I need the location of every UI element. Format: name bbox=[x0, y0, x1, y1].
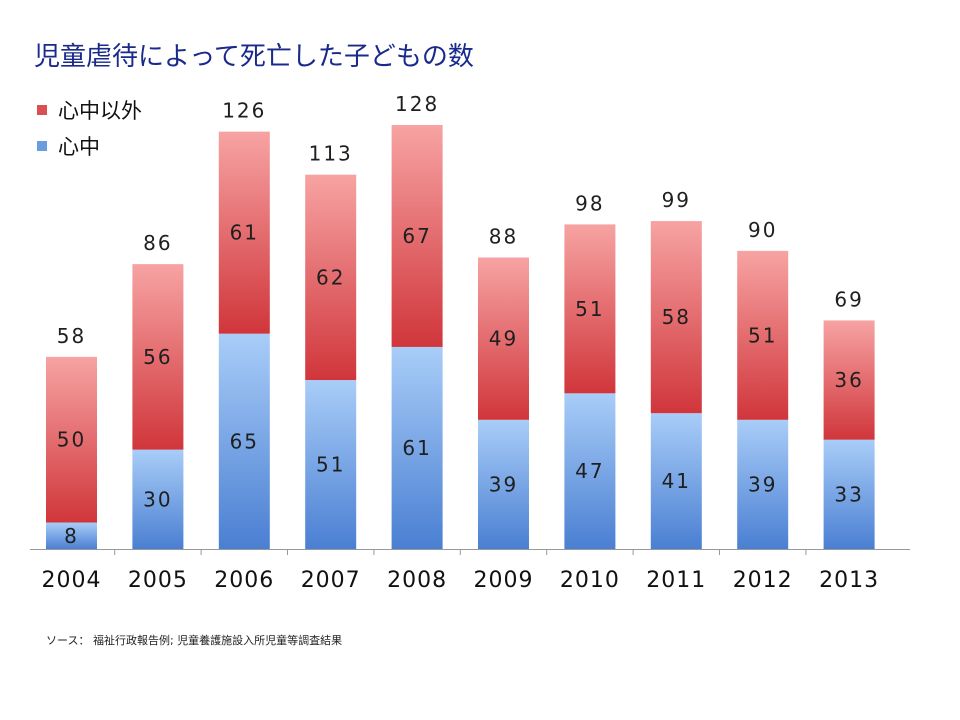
total-label: 88 bbox=[489, 225, 518, 249]
x-tick-label: 2006 bbox=[214, 568, 274, 593]
data-label-shinju: 41 bbox=[662, 469, 691, 493]
data-label-shinju-igai: 36 bbox=[834, 368, 863, 392]
total-label: 113 bbox=[309, 142, 353, 166]
bar-segment-shinju bbox=[650, 413, 702, 549]
bar-segment-shinju bbox=[737, 419, 789, 549]
chart-title: 児童虐待によって死亡した子どもの数 bbox=[34, 42, 474, 72]
x-tick-label: 2005 bbox=[128, 568, 188, 593]
data-label-shinju: 33 bbox=[834, 482, 863, 506]
bar-segment-shinju-igai bbox=[564, 224, 616, 394]
data-label-shinju: 39 bbox=[489, 472, 518, 496]
bar-segment-shinju bbox=[46, 522, 97, 549]
data-label-shinju-igai: 56 bbox=[143, 345, 172, 369]
bar-segment-shinju-igai bbox=[305, 174, 357, 381]
x-tick-label: 2007 bbox=[301, 568, 361, 593]
bar-segment-shinju-igai bbox=[218, 131, 270, 334]
x-tick-label: 2010 bbox=[560, 568, 620, 593]
bar-segment-shinju-igai bbox=[823, 320, 875, 440]
x-tick-label: 2008 bbox=[387, 568, 447, 593]
bar-segment-shinju-igai bbox=[737, 250, 789, 420]
total-label: 99 bbox=[662, 188, 691, 212]
legend-swatch-shinju bbox=[37, 141, 47, 151]
x-tick-label: 2004 bbox=[42, 568, 102, 593]
data-label-shinju-igai: 61 bbox=[230, 221, 259, 245]
bar-segment-shinju-igai bbox=[132, 264, 184, 450]
bar-segment-shinju bbox=[132, 449, 184, 549]
data-label-shinju: 65 bbox=[230, 429, 259, 453]
total-label: 90 bbox=[748, 218, 777, 242]
data-label-shinju-igai: 51 bbox=[748, 323, 777, 347]
bar-segment-shinju bbox=[218, 333, 270, 549]
bar-segment-shinju-igai bbox=[46, 356, 97, 523]
data-label-shinju: 39 bbox=[748, 472, 777, 496]
bar-segment-shinju bbox=[564, 393, 616, 549]
legend-label-shinju: 心中 bbox=[58, 135, 100, 159]
x-tick-label: 2012 bbox=[733, 568, 793, 593]
total-label: 69 bbox=[834, 287, 863, 311]
data-label-shinju: 47 bbox=[575, 459, 604, 483]
bar-segment-shinju bbox=[478, 419, 529, 549]
data-label-shinju: 51 bbox=[316, 453, 345, 477]
data-label-shinju: 30 bbox=[143, 487, 172, 511]
source-note: ソース： 福祉行政報告例; 児童養護施設入所児童等調査結果 bbox=[46, 634, 343, 647]
data-label-shinju-igai: 51 bbox=[575, 297, 604, 321]
bar-segment-shinju-igai bbox=[650, 221, 702, 414]
legend-swatch-shinju-igai bbox=[37, 105, 47, 115]
x-tick-label: 2009 bbox=[474, 568, 534, 593]
bar-segment-shinju-igai bbox=[391, 125, 443, 347]
total-label: 126 bbox=[222, 99, 266, 123]
total-label: 86 bbox=[143, 231, 172, 255]
bar-segment-shinju bbox=[391, 346, 443, 549]
total-label: 58 bbox=[57, 324, 86, 348]
data-label-shinju-igai: 50 bbox=[57, 428, 86, 452]
x-tick-label: 2011 bbox=[646, 568, 706, 593]
total-label: 98 bbox=[575, 191, 604, 215]
data-label-shinju-igai: 67 bbox=[402, 224, 431, 248]
data-label-shinju-igai: 62 bbox=[316, 265, 345, 289]
bar-segment-shinju bbox=[305, 380, 357, 549]
bar-segment-shinju-igai bbox=[478, 257, 529, 420]
data-label-shinju-igai: 49 bbox=[489, 327, 518, 351]
total-label: 128 bbox=[395, 92, 439, 116]
legend-label-shinju-igai: 心中以外 bbox=[58, 99, 142, 123]
data-label-shinju: 8 bbox=[64, 524, 79, 548]
x-tick-label: 2013 bbox=[819, 568, 879, 593]
data-label-shinju-igai: 58 bbox=[662, 305, 691, 329]
bar-segment-shinju bbox=[823, 439, 875, 549]
data-label-shinju: 61 bbox=[402, 436, 431, 460]
